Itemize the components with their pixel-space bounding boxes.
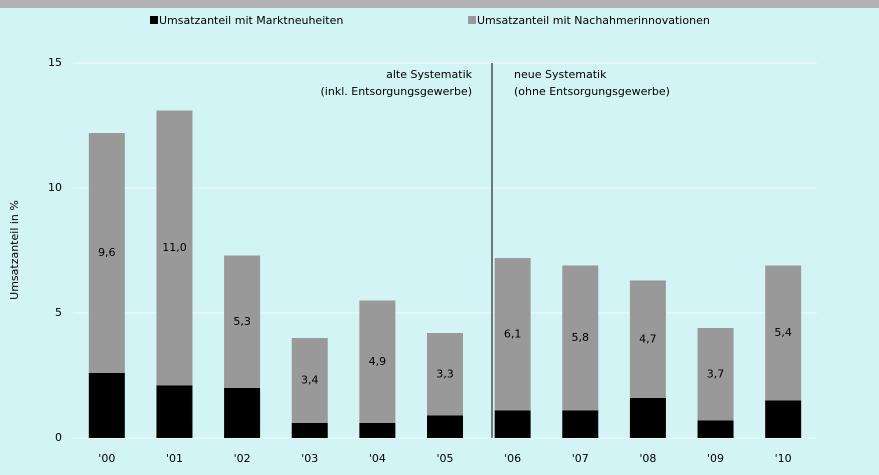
value-label: 5,8 [572, 331, 590, 344]
value-label: 11,0 [162, 241, 187, 254]
bar-segment [224, 255, 261, 388]
bar-segment [562, 265, 599, 411]
x-tick-label: '06 [504, 452, 521, 465]
x-tick-label: '10 [775, 452, 792, 465]
bar-segment [156, 385, 193, 438]
value-label: 2,6 [98, 399, 116, 412]
legend-swatch [150, 16, 158, 24]
x-tick-label: '01 [166, 452, 183, 465]
bar-segment [697, 420, 734, 438]
top-band [0, 0, 879, 8]
annotation: alte Systematik [386, 68, 473, 81]
annotation: neue Systematik [514, 68, 607, 81]
x-tick-label: '00 [98, 452, 115, 465]
value-label: 1,1 [572, 417, 590, 430]
value-label: 1,6 [639, 411, 657, 424]
y-axis-label: Umsatzanteil in % [8, 200, 21, 300]
bar-segment [291, 338, 328, 423]
value-label: 4,9 [369, 355, 387, 368]
x-tick-label: '03 [301, 452, 318, 465]
bar-segment [359, 423, 396, 438]
value-label: 3,3 [436, 367, 454, 380]
x-tick-label: '05 [436, 452, 453, 465]
bar-segment [224, 388, 261, 438]
x-tick-label: '04 [369, 452, 386, 465]
bar-segment [156, 110, 193, 386]
bar-segment [765, 265, 802, 401]
bar-segment [629, 280, 666, 398]
value-label: 9,6 [98, 246, 116, 259]
x-tick-label: '02 [234, 452, 251, 465]
value-label: 1,1 [504, 417, 522, 430]
value-label: 0,9 [436, 420, 454, 433]
bar-segment [359, 300, 396, 423]
bar-segment [697, 328, 734, 421]
bar-segment [427, 333, 463, 416]
legend-swatch [468, 16, 476, 24]
value-label: 2,1 [166, 405, 184, 418]
y-tick-label: 10 [48, 181, 62, 194]
bar-segment [562, 410, 599, 438]
annotation: (ohne Entsorgungsgewerbe) [514, 85, 670, 98]
value-label: 5,3 [233, 315, 251, 328]
bar-segment [88, 373, 125, 438]
bar-segment [629, 398, 666, 438]
x-tick-label: '08 [639, 452, 656, 465]
value-label: 0,6 [369, 426, 387, 439]
value-label: 5,4 [774, 326, 792, 339]
value-label: 4,7 [639, 332, 657, 345]
x-tick-label: '07 [572, 452, 589, 465]
bar-segment [88, 133, 125, 373]
bar-segment [494, 258, 531, 411]
bar-segment [765, 400, 802, 438]
annotation: (inkl. Entsorgungsgewerbe) [321, 85, 472, 98]
value-label: 6,1 [504, 327, 522, 340]
y-tick-label: 0 [55, 431, 62, 444]
bar-segment [494, 410, 531, 438]
value-label: 3,4 [301, 374, 319, 387]
y-tick-label: 5 [55, 306, 62, 319]
value-label: 1,5 [774, 412, 792, 425]
value-label: 0,6 [301, 426, 319, 439]
value-label: 2,0 [233, 406, 251, 419]
bar-segment [427, 415, 463, 438]
value-label: 0,7 [707, 424, 725, 437]
y-tick-label: 15 [48, 56, 62, 69]
legend-label: Umsatzanteil mit Marktneuheiten [159, 14, 343, 27]
x-tick-label: '09 [707, 452, 724, 465]
bar-segment [291, 423, 328, 438]
legend-label: Umsatzanteil mit Nachahmerinnovationen [477, 14, 710, 27]
value-label: 3,7 [707, 367, 725, 380]
